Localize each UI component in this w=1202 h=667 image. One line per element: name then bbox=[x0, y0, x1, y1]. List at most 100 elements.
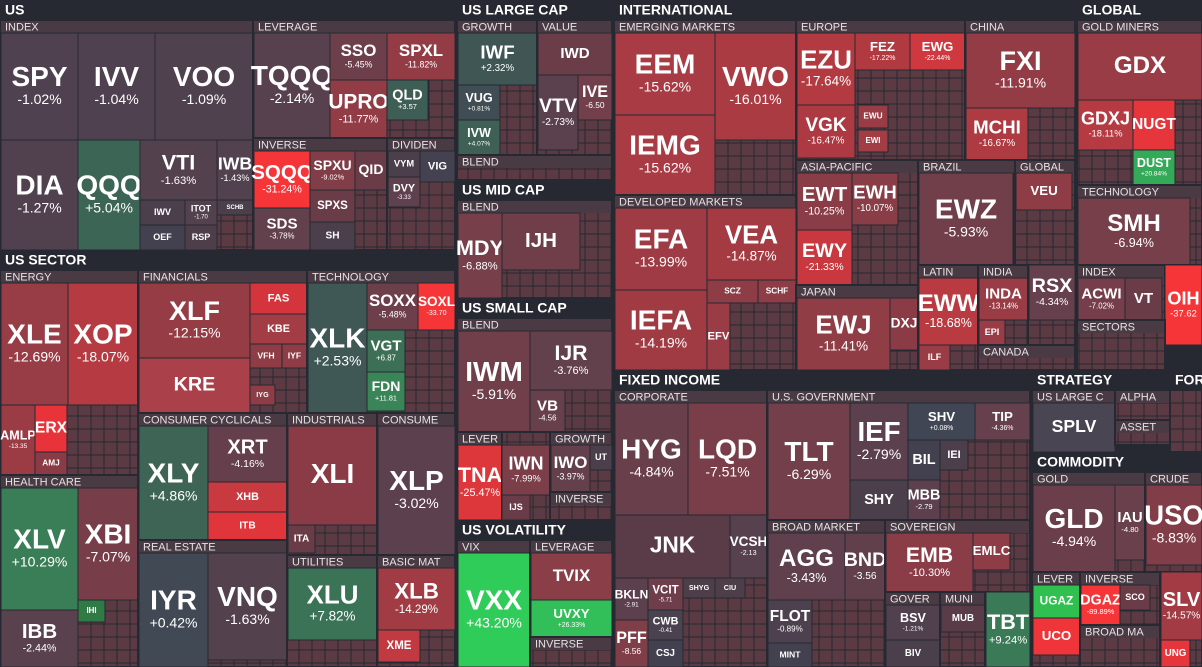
tile bbox=[849, 479, 909, 521]
ticker: USO bbox=[1144, 500, 1202, 531]
change: -11.82% bbox=[405, 59, 437, 69]
tile bbox=[457, 444, 503, 521]
group-header bbox=[538, 21, 611, 33]
group-label: CONSUME bbox=[382, 414, 438, 426]
tile bbox=[796, 104, 856, 159]
group-header bbox=[458, 156, 611, 168]
ticker: AMLP bbox=[0, 429, 35, 443]
group-label: INDEX bbox=[1082, 266, 1116, 278]
tile bbox=[207, 425, 288, 483]
change: -7.51% bbox=[705, 464, 749, 480]
tile bbox=[796, 297, 891, 371]
change: -5.91% bbox=[472, 386, 516, 402]
tile bbox=[577, 74, 613, 121]
ticker: VIG bbox=[428, 160, 447, 172]
tile bbox=[417, 282, 456, 331]
group-header bbox=[531, 541, 611, 553]
tile bbox=[854, 32, 911, 71]
section-header bbox=[1032, 452, 1202, 472]
group-label: GROWTH bbox=[462, 21, 512, 33]
tile bbox=[978, 319, 1006, 346]
ticker: SHY bbox=[864, 492, 894, 508]
tile bbox=[965, 107, 1029, 161]
group-label: BLEND bbox=[462, 319, 499, 331]
ticker: IJR bbox=[554, 341, 587, 365]
change: -12.69% bbox=[8, 349, 60, 365]
ticker: EFV bbox=[708, 330, 730, 342]
ticker: VGT bbox=[370, 338, 402, 355]
tile bbox=[309, 221, 356, 251]
tile bbox=[909, 32, 966, 71]
group-label: CRUDE bbox=[1150, 473, 1189, 485]
ticker: SCO bbox=[1125, 592, 1145, 602]
ticker: VNQ bbox=[217, 581, 278, 612]
tile bbox=[1077, 32, 1202, 101]
ticker: BKLN bbox=[615, 588, 649, 602]
ticker: IEI bbox=[947, 449, 960, 461]
change: +0.08% bbox=[930, 425, 954, 432]
tile bbox=[207, 511, 288, 541]
change: -1.21% bbox=[903, 626, 924, 633]
change: -0.41 bbox=[659, 628, 673, 634]
group-header bbox=[1033, 391, 1114, 403]
tile bbox=[530, 599, 613, 638]
ticker: FXI bbox=[999, 46, 1041, 76]
ticker: IWB bbox=[218, 154, 252, 174]
tile bbox=[1145, 484, 1202, 566]
ticker: KRE bbox=[174, 374, 216, 396]
change: -4.34% bbox=[1036, 297, 1069, 308]
ticker: EEM bbox=[635, 49, 696, 80]
tile bbox=[387, 176, 421, 208]
ticker: TVIX bbox=[553, 566, 591, 585]
tile bbox=[1077, 277, 1126, 321]
change: -9.02% bbox=[321, 172, 345, 181]
tile bbox=[1077, 197, 1191, 266]
tile bbox=[965, 32, 1076, 109]
group-header bbox=[1, 271, 137, 283]
tile bbox=[249, 384, 276, 406]
change: +5.04% bbox=[85, 200, 133, 216]
ticker: SHYG bbox=[689, 583, 710, 592]
group-label: LEVER bbox=[462, 433, 498, 445]
group-header bbox=[797, 161, 917, 173]
group-label: CANADA bbox=[983, 346, 1030, 358]
ticker: ERX bbox=[35, 420, 68, 437]
tile bbox=[377, 567, 456, 631]
change: -6.94% bbox=[1114, 236, 1154, 250]
tile bbox=[0, 139, 79, 251]
group-label: JAPAN bbox=[801, 286, 836, 298]
change: -14.57% bbox=[1163, 611, 1201, 622]
group-header bbox=[1078, 186, 1201, 198]
ticker: DIA bbox=[15, 170, 63, 201]
tile bbox=[253, 150, 311, 209]
change: -18.11% bbox=[1088, 128, 1122, 138]
ticker: EWZ bbox=[935, 194, 997, 225]
ticker: XLF bbox=[169, 296, 220, 326]
group-header bbox=[797, 21, 964, 33]
tile bbox=[1032, 484, 1116, 573]
ticker: EWG bbox=[922, 39, 954, 54]
ticker: IEF bbox=[857, 416, 900, 447]
ticker: IVV bbox=[94, 61, 139, 92]
ticker: IHI bbox=[86, 606, 96, 615]
tile bbox=[184, 199, 218, 226]
change: -6.29% bbox=[787, 466, 831, 482]
section-header bbox=[457, 0, 612, 20]
change: -3.56 bbox=[853, 571, 877, 582]
tile bbox=[714, 577, 746, 599]
ticker: BIL bbox=[912, 452, 935, 468]
tile bbox=[614, 402, 689, 516]
group-header bbox=[458, 21, 536, 33]
tile bbox=[889, 297, 919, 351]
ticker: VTV bbox=[539, 95, 577, 117]
change: -15.62% bbox=[639, 160, 691, 176]
tile bbox=[537, 32, 613, 76]
ticker: CWB bbox=[653, 616, 679, 628]
change: -18.68% bbox=[925, 316, 972, 330]
group-header bbox=[886, 593, 939, 605]
tile bbox=[77, 139, 141, 251]
group-header bbox=[615, 196, 795, 208]
ticker: MUB bbox=[952, 613, 974, 624]
group-label: CHINA bbox=[970, 21, 1005, 33]
